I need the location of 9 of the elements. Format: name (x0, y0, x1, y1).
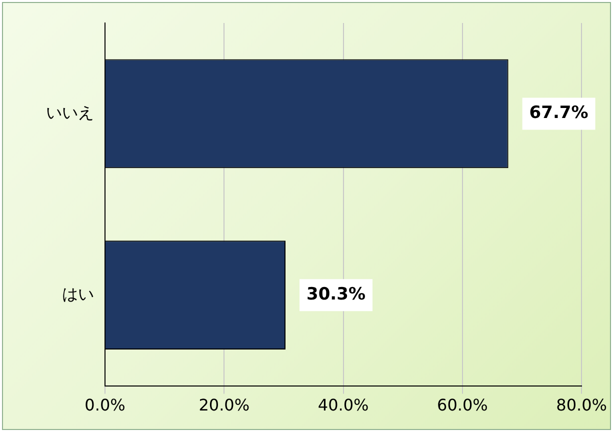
x-tick-label: 40.0% (318, 396, 369, 415)
x-tick-label: 60.0% (437, 396, 488, 415)
data-label: 67.7% (529, 103, 588, 124)
y-tick-label: いいえ (46, 102, 94, 122)
y-tick-label: はい (62, 284, 94, 304)
x-tick-label: 20.0% (198, 396, 250, 415)
x-tick-label: 80.0% (556, 396, 607, 415)
x-tick-label: 0.0% (84, 396, 126, 415)
data-label: 30.3% (306, 284, 366, 305)
